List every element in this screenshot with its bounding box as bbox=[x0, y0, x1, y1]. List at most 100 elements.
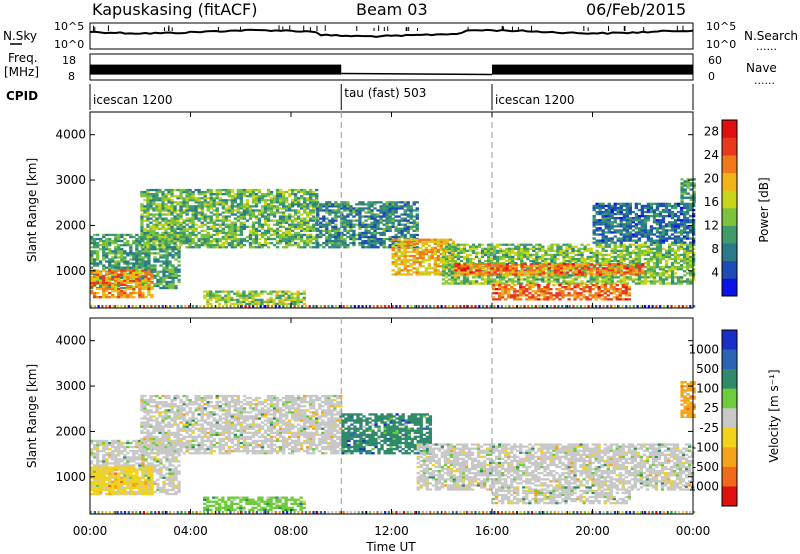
heatmap-cell bbox=[206, 207, 210, 210]
heatmap-cell bbox=[185, 211, 189, 214]
heatmap-cell bbox=[379, 239, 383, 243]
heatmap-cell bbox=[586, 257, 590, 261]
heatmap-cell bbox=[297, 235, 301, 239]
heatmap-cell bbox=[622, 249, 626, 252]
heatmap-cell bbox=[334, 239, 338, 243]
heatmap-cell bbox=[597, 288, 601, 291]
heatmap-cell bbox=[254, 205, 259, 208]
heatmap-cell bbox=[132, 277, 136, 280]
heatmap-cell bbox=[254, 209, 259, 212]
heatmap-cell bbox=[514, 261, 518, 265]
heatmap-cell bbox=[568, 255, 572, 259]
heatmap-cell bbox=[155, 231, 159, 235]
heatmap-cell bbox=[162, 260, 166, 263]
heatmap-cell bbox=[239, 221, 243, 224]
heatmap-cell bbox=[529, 271, 533, 274]
heatmap-cell bbox=[400, 223, 404, 226]
heatmap-cell bbox=[221, 211, 225, 214]
heatmap-cell bbox=[149, 205, 153, 208]
heatmap-cell bbox=[117, 293, 121, 297]
heatmap-cell bbox=[188, 219, 192, 222]
heatmap-cell bbox=[406, 265, 410, 268]
heatmap-cell bbox=[635, 263, 639, 266]
heatmap-cell bbox=[144, 252, 148, 255]
heatmap-cell bbox=[177, 248, 181, 251]
heatmap-cell bbox=[272, 199, 277, 202]
heatmap-cell bbox=[412, 271, 416, 274]
heatmap-cell bbox=[453, 261, 458, 265]
heatmap-cell bbox=[206, 302, 210, 306]
heatmap-cell bbox=[511, 261, 515, 265]
heatmap-cell bbox=[492, 298, 496, 301]
heatmap-cell bbox=[610, 223, 614, 226]
heatmap-cell bbox=[278, 235, 283, 239]
heatmap-cell bbox=[251, 213, 256, 216]
heatmap-cell bbox=[490, 280, 494, 283]
heatmap-cell bbox=[373, 231, 377, 235]
heatmap-cell bbox=[632, 273, 636, 276]
heatmap-cell bbox=[409, 240, 413, 243]
heatmap-cell bbox=[596, 273, 600, 276]
heatmap-cell bbox=[334, 225, 338, 228]
heatmap-cell bbox=[623, 271, 627, 274]
heatmap-cell bbox=[603, 284, 607, 287]
heatmap-cell bbox=[352, 229, 356, 232]
heatmap-cell bbox=[537, 294, 541, 297]
heatmap-cell bbox=[552, 298, 556, 301]
heatmap-cell bbox=[248, 217, 253, 220]
heatmap-cell bbox=[140, 233, 144, 237]
heatmap-cell bbox=[251, 225, 256, 228]
heatmap-cell bbox=[170, 203, 174, 206]
heatmap-cell bbox=[646, 251, 651, 254]
heatmap-cell bbox=[108, 250, 112, 253]
heatmap-cell bbox=[553, 269, 558, 272]
heatmap-cell bbox=[439, 261, 443, 264]
heatmap-cell bbox=[373, 235, 377, 239]
heatmap-cell bbox=[224, 242, 228, 245]
heatmap-cell bbox=[177, 270, 181, 273]
heatmap-cell bbox=[206, 209, 210, 212]
heatmap-cell bbox=[358, 211, 362, 214]
heatmap-cell bbox=[337, 229, 341, 232]
heatmap-cell bbox=[463, 273, 467, 276]
heatmap-cell bbox=[562, 259, 566, 263]
heatmap-cell bbox=[93, 262, 97, 265]
heatmap-cell bbox=[513, 298, 517, 301]
heatmap-cell bbox=[165, 276, 169, 279]
heatmap-cell bbox=[171, 276, 175, 279]
heatmap-cell bbox=[194, 188, 198, 192]
heatmap-cell bbox=[111, 274, 115, 277]
heatmap-cell bbox=[624, 294, 628, 297]
heatmap-cell bbox=[373, 213, 377, 216]
heatmap-cell bbox=[138, 287, 142, 291]
heatmap-cell bbox=[242, 296, 246, 299]
heatmap-cell bbox=[568, 257, 572, 261]
heatmap-cell bbox=[549, 294, 553, 297]
heatmap-cell bbox=[412, 250, 416, 254]
heatmap-cell bbox=[627, 286, 631, 289]
heatmap-cell bbox=[343, 225, 347, 228]
heatmap-cell bbox=[544, 259, 548, 263]
heatmap-cell bbox=[517, 273, 521, 276]
heatmap-cell bbox=[239, 215, 243, 218]
heatmap-cell bbox=[508, 261, 512, 265]
heatmap-cell bbox=[634, 257, 638, 261]
heatmap-cell bbox=[171, 280, 175, 284]
heatmap-cell bbox=[288, 213, 292, 216]
heatmap-cell bbox=[120, 274, 124, 277]
heatmap-cell bbox=[480, 255, 485, 259]
heatmap-cell bbox=[146, 244, 150, 247]
heatmap-cell bbox=[421, 252, 425, 256]
heatmap-cell bbox=[529, 267, 533, 270]
heatmap-cell bbox=[595, 276, 599, 279]
heatmap-cell bbox=[430, 240, 434, 243]
heatmap-cell bbox=[297, 211, 301, 214]
heatmap-cell bbox=[260, 246, 265, 249]
heatmap-cell bbox=[315, 239, 319, 243]
heatmap-cell bbox=[140, 213, 144, 216]
heatmap-cell bbox=[147, 289, 151, 293]
heatmap-cell bbox=[300, 205, 304, 208]
heatmap-cell bbox=[152, 203, 156, 206]
heatmap-cell bbox=[290, 292, 294, 295]
heatmap-cell bbox=[641, 273, 645, 276]
